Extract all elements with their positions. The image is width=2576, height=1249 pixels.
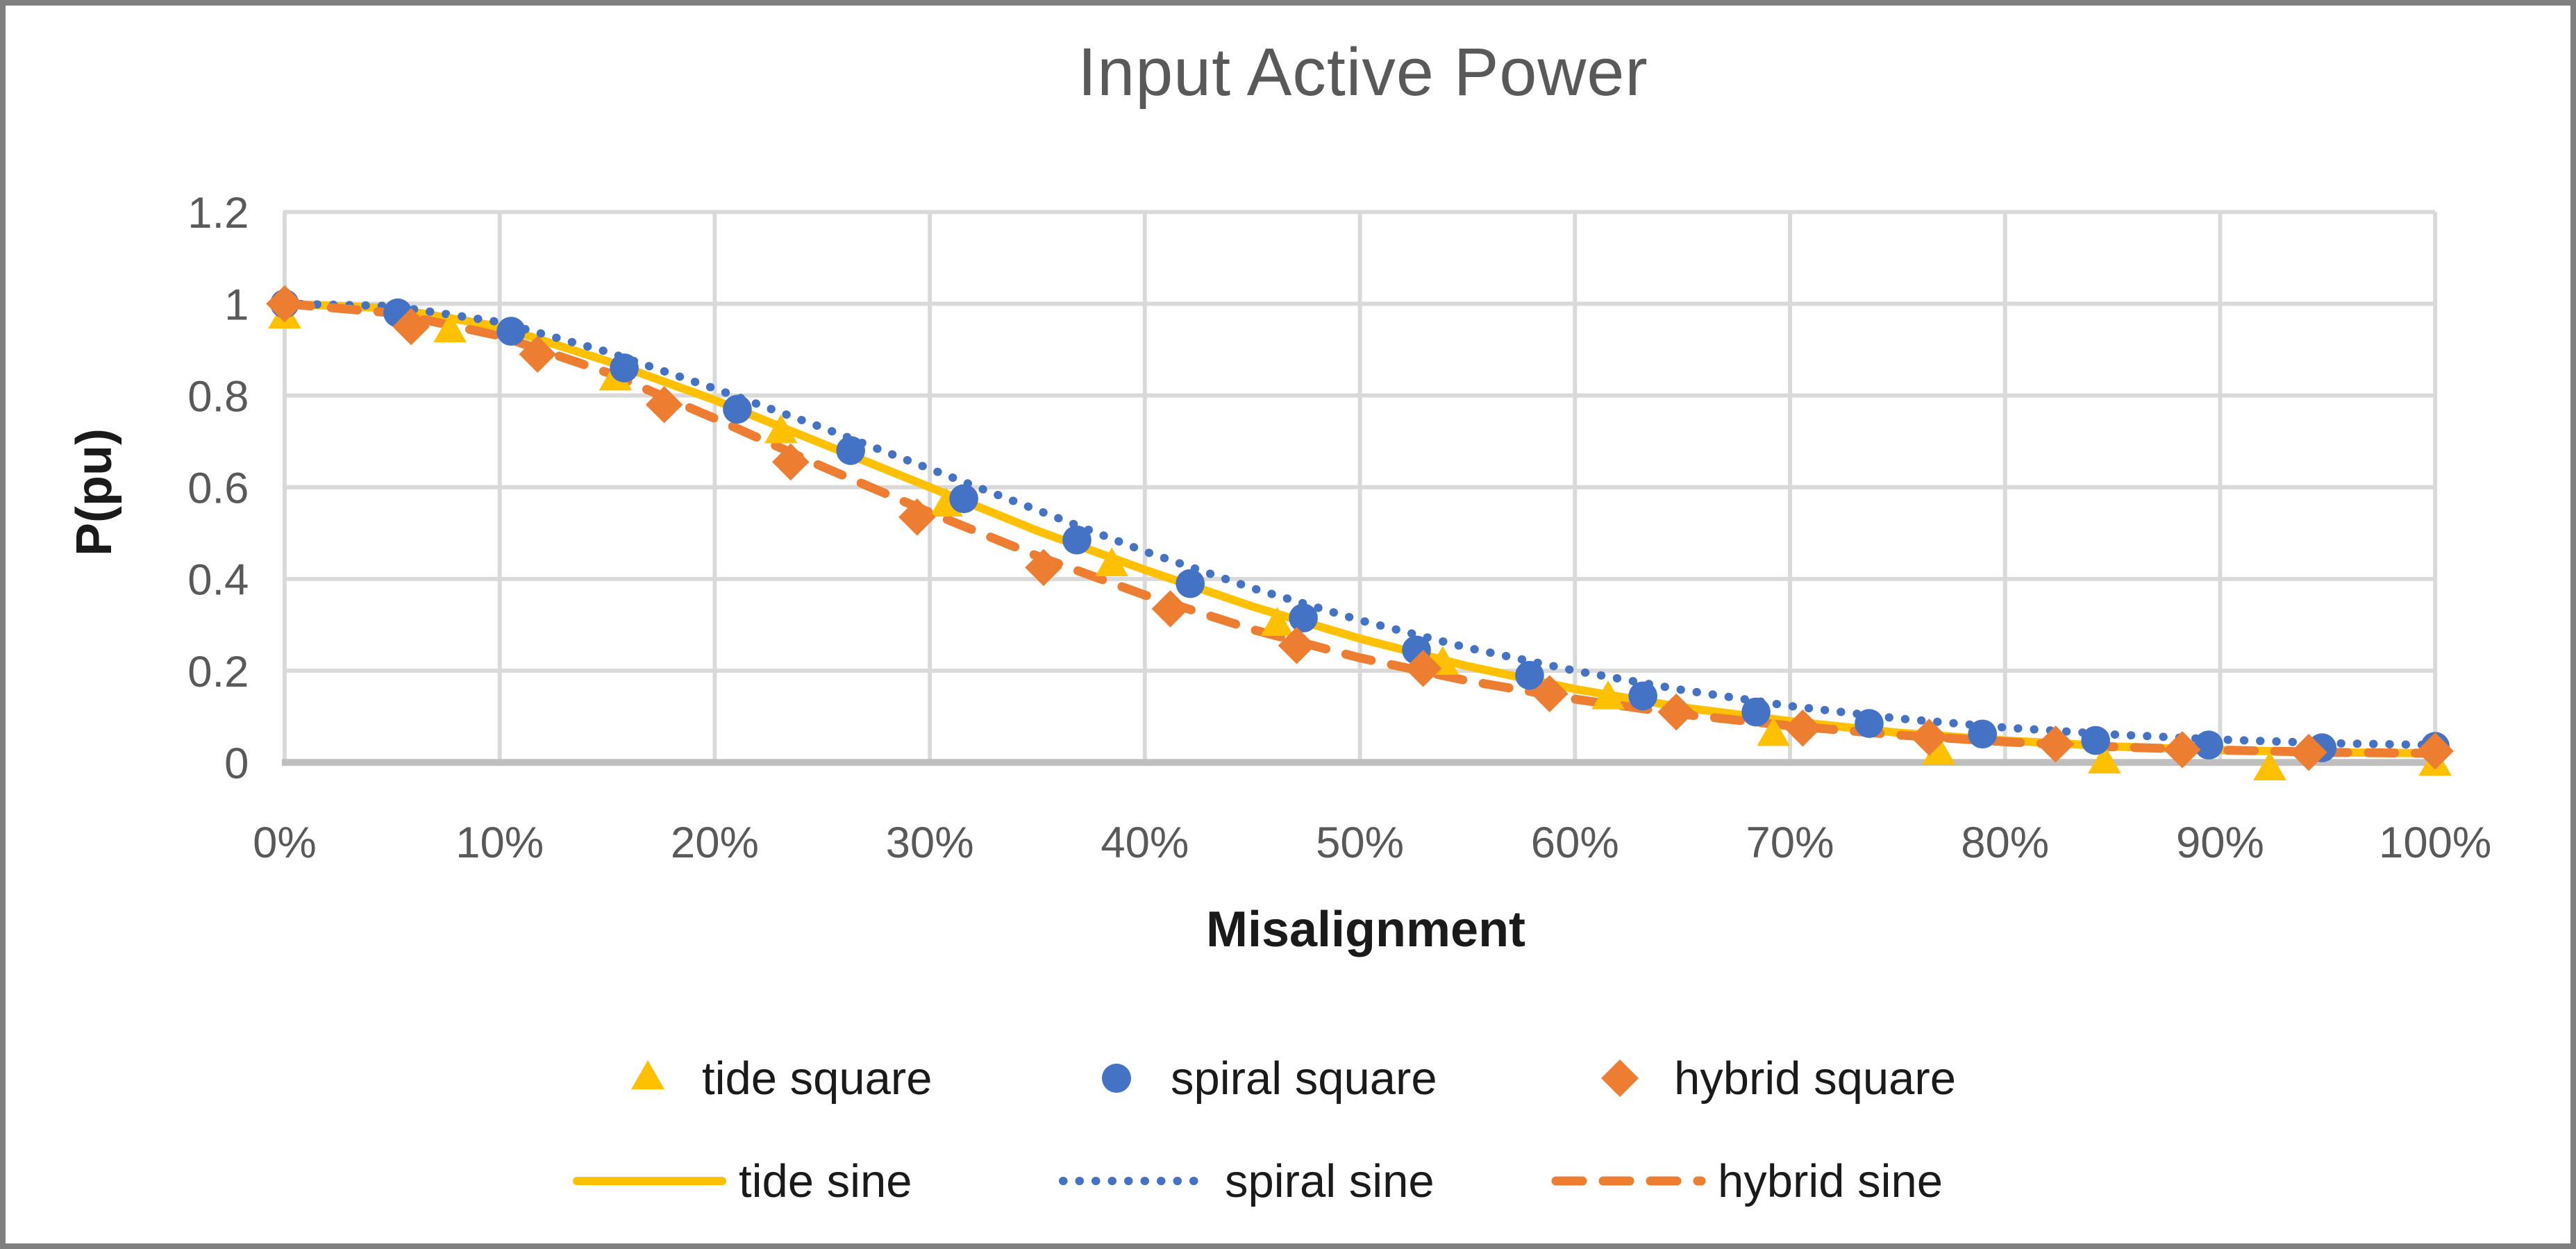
marker-circle bbox=[1289, 603, 1318, 632]
x-tick-label: 20% bbox=[671, 819, 759, 867]
legend-circle-icon bbox=[1102, 1064, 1131, 1093]
legend-label: tide sine bbox=[739, 1155, 912, 1207]
x-tick-label: 30% bbox=[886, 819, 974, 867]
series-line-hybrid-sine bbox=[280, 299, 2440, 758]
marker-triangle bbox=[2253, 751, 2286, 780]
legend-label: tide square bbox=[702, 1052, 932, 1105]
marker-triangle bbox=[2088, 744, 2121, 774]
x-tick-label: 50% bbox=[1316, 819, 1404, 867]
legend-label: spiral sine bbox=[1225, 1155, 1435, 1207]
y-tick-label: 0.4 bbox=[187, 556, 249, 605]
legend-item-spiral-square: spiral square bbox=[1089, 1047, 1437, 1109]
marker-circle bbox=[1062, 525, 1092, 555]
marker-circle bbox=[2194, 730, 2223, 760]
marker-diamond bbox=[392, 308, 430, 346]
marker-diamond bbox=[2036, 726, 2075, 763]
marker-circle bbox=[1515, 660, 1544, 690]
marker-diamond bbox=[1025, 548, 1062, 587]
y-tick-label: 1 bbox=[224, 280, 249, 329]
marker-circle bbox=[610, 353, 639, 383]
x-tick-label: 80% bbox=[1961, 819, 2049, 867]
y-axis-title: P(pu) bbox=[67, 428, 122, 556]
marker-circle bbox=[723, 394, 752, 424]
marker-triangle bbox=[1591, 680, 1625, 710]
marker-diamond bbox=[519, 335, 556, 373]
marker-circle bbox=[1628, 681, 1657, 711]
legend-solid-line-icon bbox=[573, 1177, 726, 1185]
marker-diamond bbox=[898, 498, 936, 536]
legend-item-hybrid-sine: hybrid sine bbox=[1550, 1150, 1943, 1212]
y-tick-label: 0.8 bbox=[187, 372, 249, 421]
y-tick-label: 0.2 bbox=[187, 648, 249, 696]
legend-label: spiral square bbox=[1171, 1052, 1437, 1105]
series-markers-spiral-square bbox=[270, 289, 2450, 762]
marker-triangle bbox=[1095, 547, 1128, 576]
marker-diamond bbox=[266, 285, 303, 323]
legend-triangle-icon bbox=[631, 1060, 664, 1089]
legend-label: hybrid square bbox=[1674, 1052, 1956, 1105]
marker-circle bbox=[496, 317, 526, 346]
marker-circle bbox=[2081, 726, 2110, 755]
tick-labels: 0 0.2 0.4 0.6 0.8 1 1.2 0% 10% 20% 30% 40% 50% 60% 70%… bbox=[187, 189, 2491, 867]
legend-label: hybrid sine bbox=[1718, 1155, 1943, 1207]
marker-diamond bbox=[1151, 590, 1189, 628]
marker-circle bbox=[1741, 697, 1771, 727]
legend-dashed-line-icon bbox=[1551, 1176, 1706, 1186]
marker-triangle bbox=[1757, 716, 1790, 746]
chart-title: Input Active Power bbox=[1078, 34, 1648, 110]
marker-circle bbox=[1968, 719, 1998, 749]
legend-item-tide-sine: tide sine bbox=[571, 1150, 912, 1212]
marker-diamond bbox=[1910, 719, 1948, 756]
x-tick-label: 0% bbox=[253, 819, 317, 867]
x-tick-label: 100% bbox=[2379, 819, 2491, 867]
x-tick-label: 90% bbox=[2176, 819, 2264, 867]
marker-triangle bbox=[1260, 607, 1294, 636]
legend-item-hybrid-square: hybrid square bbox=[1592, 1047, 1956, 1109]
legend-item-tide-square: tide square bbox=[620, 1047, 932, 1109]
legend-item-spiral-sine: spiral sine bbox=[1057, 1150, 1435, 1212]
marker-triangle bbox=[433, 313, 467, 342]
marker-circle bbox=[1855, 709, 1884, 738]
gridlines bbox=[282, 210, 2439, 766]
y-tick-label: 0 bbox=[224, 739, 249, 788]
legend-dotted-line-icon bbox=[1059, 1177, 1212, 1185]
y-tick-label: 0.6 bbox=[187, 464, 249, 513]
x-tick-label: 10% bbox=[455, 819, 544, 867]
legend-diamond-icon bbox=[1601, 1059, 1639, 1097]
plot-svg: 0 0.2 0.4 0.6 0.8 1 1.2 0% 10% 20% 30% 40% 50% 60% 70%… bbox=[187, 189, 2491, 867]
series-line-tide-sine bbox=[281, 299, 2440, 757]
marker-diamond bbox=[2290, 733, 2327, 771]
marker-circle bbox=[836, 436, 865, 465]
marker-circle bbox=[1176, 569, 1205, 598]
marker-triangle bbox=[1922, 735, 1956, 764]
marker-circle bbox=[949, 484, 978, 514]
marker-diamond bbox=[1657, 693, 1695, 731]
marker-diamond bbox=[771, 443, 810, 481]
x-tick-label: 40% bbox=[1101, 819, 1189, 867]
y-tick-label: 1.2 bbox=[187, 189, 249, 237]
series-layer bbox=[266, 285, 2454, 780]
x-tick-label: 60% bbox=[1531, 819, 1619, 867]
marker-diamond bbox=[645, 386, 683, 424]
marker-diamond bbox=[1278, 626, 1316, 664]
marker-triangle bbox=[764, 414, 798, 444]
x-axis-title: Misalignment bbox=[1205, 902, 1526, 957]
x-tick-label: 70% bbox=[1746, 819, 1834, 867]
